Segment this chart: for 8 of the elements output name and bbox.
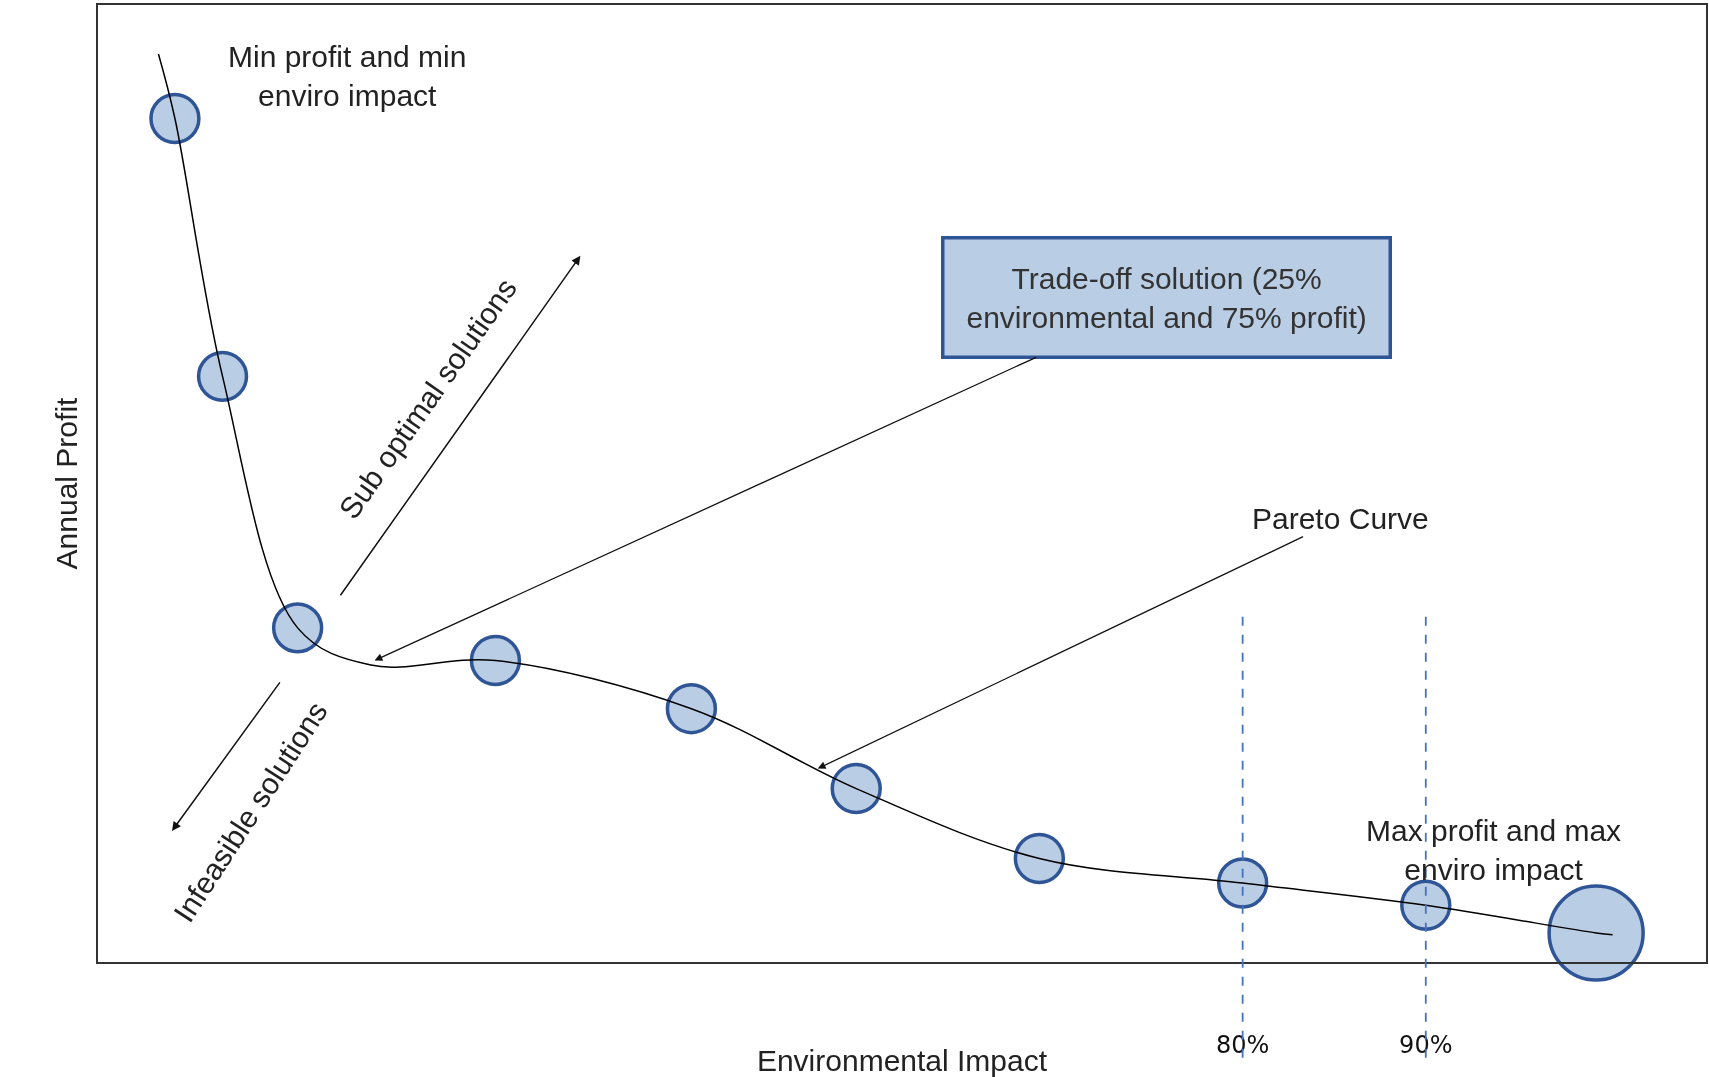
annotation: Min profit and min enviro impact bbox=[228, 40, 467, 112]
annotation: Trade-off solution (25% environmental and 75% profit) bbox=[966, 261, 1367, 334]
x-axis-title: Environmental Impact bbox=[756, 1044, 1048, 1077]
y-axis-title: Annual Profit bbox=[49, 396, 83, 570]
annotation: Max profit and max enviro impact bbox=[1366, 814, 1622, 886]
x-tick-label: 80% bbox=[1215, 1030, 1270, 1059]
annotation: Pareto Curve bbox=[1252, 502, 1429, 535]
x-tick-label: 90% bbox=[1399, 1030, 1453, 1059]
